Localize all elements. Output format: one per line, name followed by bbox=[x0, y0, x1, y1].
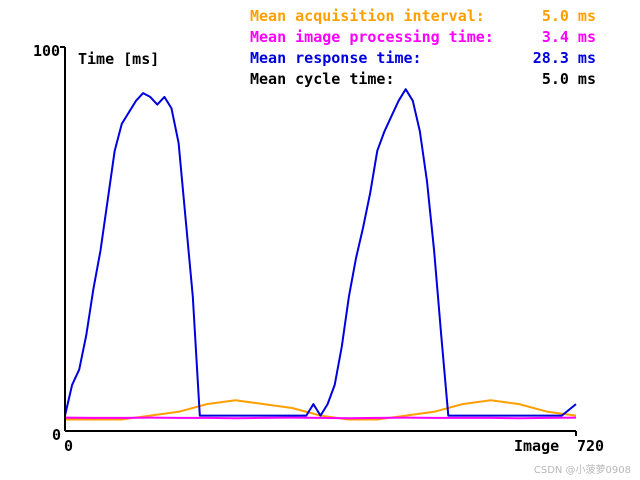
x-tick-label-min: 0 bbox=[64, 437, 74, 455]
y-axis-label: Time [ms] bbox=[78, 50, 160, 68]
series-layer bbox=[64, 88, 577, 421]
stat-value: 5.0 ms bbox=[541, 7, 596, 25]
stat-response-time: Mean response time: 28.3 ms bbox=[250, 49, 596, 70]
x-tick-label-max: 720 bbox=[577, 437, 605, 455]
stat-label: Mean acquisition interval: bbox=[250, 7, 485, 25]
stat-image-processing-time: Mean image processing time: 3.4 ms bbox=[250, 28, 596, 49]
x-axis-label: Image bbox=[514, 437, 560, 455]
series-line-1 bbox=[65, 399, 577, 421]
stat-label: Mean response time: bbox=[250, 49, 422, 67]
stat-value: 28.3 ms bbox=[532, 49, 596, 67]
y-tick-label-max: 100 bbox=[33, 42, 61, 60]
stat-label: Mean cycle time: bbox=[250, 70, 395, 88]
watermark: CSDN @小菠萝0908 bbox=[533, 465, 631, 476]
stat-value: 3.4 ms bbox=[541, 28, 596, 46]
stat-value: 5.0 ms bbox=[541, 70, 596, 88]
stat-acquisition-interval: Mean acquisition interval: 5.0 ms bbox=[250, 7, 596, 28]
series-line-0 bbox=[64, 88, 577, 417]
y-tick-label-min: 0 bbox=[52, 426, 62, 444]
series-line-2 bbox=[64, 416, 577, 420]
stat-label: Mean image processing time: bbox=[250, 28, 494, 46]
stat-cycle-time: Mean cycle time: 5.0 ms bbox=[250, 70, 596, 91]
